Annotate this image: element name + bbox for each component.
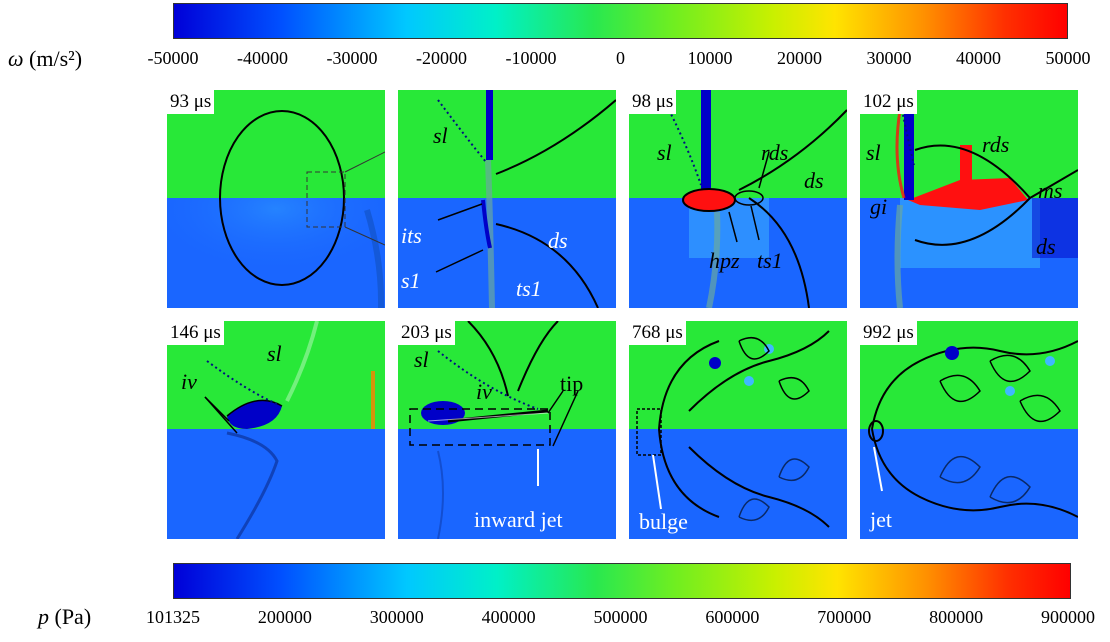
vorticity-colorbar-label: ω (m/s²) — [8, 46, 82, 72]
panel-98us: 98 μs sl rds ds hpz ts1 — [629, 90, 847, 308]
label-jet: jet — [870, 507, 892, 532]
vorticity-tick-9: 40000 — [956, 48, 1001, 68]
pressure-colorbar — [173, 563, 1071, 599]
pressure-tick-1: 200000 — [257, 607, 312, 627]
label-sl: sl — [267, 341, 282, 366]
panel-93us-zoom-field — [398, 90, 616, 308]
label-iv: iv — [476, 379, 492, 404]
label-rds: rds — [761, 140, 789, 165]
vorticity-tick-1: -40000 — [237, 48, 288, 68]
vorticity-tick-3: -20000 — [416, 48, 467, 68]
vorticity-tick-5: 0 — [616, 48, 625, 68]
label-ds: ds — [1036, 234, 1056, 259]
pressure-tick-3: 400000 — [481, 607, 536, 627]
vorticity-tick-10: 50000 — [1045, 48, 1091, 68]
label-its: its — [401, 223, 422, 248]
label-bulge: bulge — [639, 509, 688, 534]
pressure-colorbar-label: p (Pa) — [38, 604, 91, 630]
panel-102us: 102 μs sl rds ms gi ds — [860, 90, 1078, 308]
panel-768us: 768 μs bulge — [629, 321, 847, 539]
panel-146us-field — [167, 321, 385, 539]
pressure-tick-2: 300000 — [369, 607, 424, 627]
label-s1: s1 — [401, 268, 421, 293]
label-sl: sl — [414, 347, 429, 372]
label-sl: sl — [433, 123, 448, 148]
pressure-tick-0: 101325 — [146, 607, 200, 627]
label-hpz: hpz — [709, 248, 740, 273]
vorticity-unit: (m/s²) — [29, 46, 83, 71]
pressure-tick-5: 600000 — [705, 607, 760, 627]
panel-146us: 146 μs sl iv — [167, 321, 385, 539]
vorticity-tick-6: 10000 — [687, 48, 733, 68]
panel-146us-time: 146 μs — [167, 321, 224, 345]
panel-992us-time: 992 μs — [860, 321, 917, 345]
vorticity-colorbar — [173, 3, 1068, 39]
label-rds: rds — [982, 132, 1010, 157]
vorticity-tick-8: 30000 — [866, 48, 912, 68]
label-sl: sl — [657, 140, 672, 165]
vorticity-tick-2: -30000 — [326, 48, 378, 68]
panel-102us-time: 102 μs — [860, 90, 917, 114]
label-sl: sl — [866, 140, 881, 165]
pressure-symbol: p — [38, 604, 49, 629]
panel-98us-time: 98 μs — [629, 90, 677, 114]
panel-93us-time: 93 μs — [167, 90, 215, 114]
pressure-tick-7: 800000 — [929, 607, 984, 627]
label-ds: ds — [548, 228, 568, 253]
vorticity-tick-0: -50000 — [147, 48, 199, 68]
panel-768us-time: 768 μs — [629, 321, 686, 345]
panel-93us-field — [167, 90, 385, 308]
label-iv: iv — [181, 369, 197, 394]
vorticity-tick-7: 20000 — [777, 48, 822, 68]
pressure-tick-6: 700000 — [817, 607, 872, 627]
panel-203us-time: 203 μs — [398, 321, 455, 345]
label-ts1: ts1 — [516, 276, 542, 301]
label-gi: gi — [870, 194, 888, 219]
vorticity-tick-4: -10000 — [505, 48, 557, 68]
label-inward-jet: inward jet — [474, 507, 563, 532]
vorticity-symbol: ω — [8, 46, 24, 71]
panel-992us-field — [860, 321, 1078, 539]
panel-93us: 93 μs — [167, 90, 385, 308]
pressure-tick-4: 500000 — [593, 607, 648, 627]
label-ds: ds — [804, 168, 824, 193]
label-ts1: ts1 — [757, 248, 783, 273]
panel-768us-field — [629, 321, 847, 539]
panel-93us-zoom: sl its s1 ds ts1 — [398, 90, 616, 308]
label-tip: tip — [560, 371, 584, 396]
panel-98us-field — [629, 90, 847, 308]
panel-992us: 992 μs jet — [860, 321, 1078, 539]
panel-203us: 203 μs sl iv tip inward jet — [398, 321, 616, 539]
panel-203us-field — [398, 321, 616, 539]
label-ms: ms — [1038, 178, 1063, 203]
pressure-tick-8: 900000 — [1041, 607, 1095, 627]
pressure-unit: (Pa) — [54, 604, 92, 629]
